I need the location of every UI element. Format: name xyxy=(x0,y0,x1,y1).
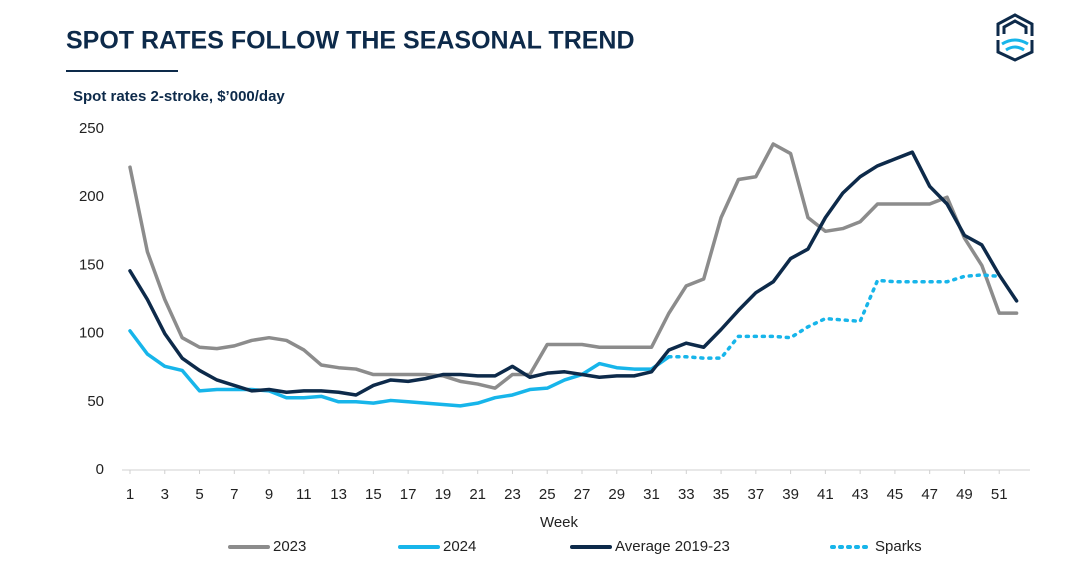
x-tick-label: 3 xyxy=(161,486,169,503)
x-tick-label: 43 xyxy=(852,486,869,503)
x-tick-label: 19 xyxy=(435,486,452,503)
x-tick-label: 37 xyxy=(747,486,764,503)
x-tick-label: 17 xyxy=(400,486,417,503)
legend-label: Sparks xyxy=(875,538,922,555)
x-tick-label: 7 xyxy=(230,486,238,503)
legend-label: 2023 xyxy=(273,538,306,555)
x-tick-label: 29 xyxy=(608,486,625,503)
x-tick-label: 11 xyxy=(296,486,312,503)
y-tick-label: 50 xyxy=(87,393,104,410)
x-tick-label: 47 xyxy=(921,486,938,503)
x-tick-label: 5 xyxy=(195,486,203,503)
x-tick-label: 33 xyxy=(678,486,695,503)
legend-label: 2024 xyxy=(443,538,476,555)
y-tick-label: 100 xyxy=(79,325,104,342)
x-tick-label: 35 xyxy=(713,486,730,503)
x-tick-label: 41 xyxy=(817,486,834,503)
x-tick-label: 25 xyxy=(539,486,556,503)
chart-subtitle: Spot rates 2-stroke, $’000/day xyxy=(73,88,285,105)
x-tick-label: 39 xyxy=(782,486,799,503)
legend-label: Average 2019-23 xyxy=(615,538,730,555)
x-tick-label: 23 xyxy=(504,486,521,503)
series-line xyxy=(128,142,1019,390)
series-line xyxy=(128,329,671,408)
logo xyxy=(996,13,1034,62)
x-axis-label: Week xyxy=(540,514,579,531)
x-tick-label: 13 xyxy=(330,486,347,503)
x-tick-label: 21 xyxy=(469,486,486,503)
series-line xyxy=(128,150,1019,397)
x-tick-label: 45 xyxy=(887,486,904,503)
x-tick-label: 51 xyxy=(991,486,1008,503)
x-tick-label: 15 xyxy=(365,486,382,503)
x-tick-label: 9 xyxy=(265,486,273,503)
y-tick-label: 150 xyxy=(79,256,104,273)
x-tick-label: 1 xyxy=(126,486,134,503)
series-line xyxy=(667,273,1001,360)
y-tick-label: 0 xyxy=(96,461,104,478)
chart-title: SPOT RATES FOLLOW THE SEASONAL TREND xyxy=(66,27,635,55)
x-tick-label: 49 xyxy=(956,486,973,503)
x-tick-label: 27 xyxy=(574,486,591,503)
y-tick-label: 200 xyxy=(79,188,104,205)
x-tick-label: 31 xyxy=(643,486,660,503)
y-tick-label: 250 xyxy=(79,120,104,137)
